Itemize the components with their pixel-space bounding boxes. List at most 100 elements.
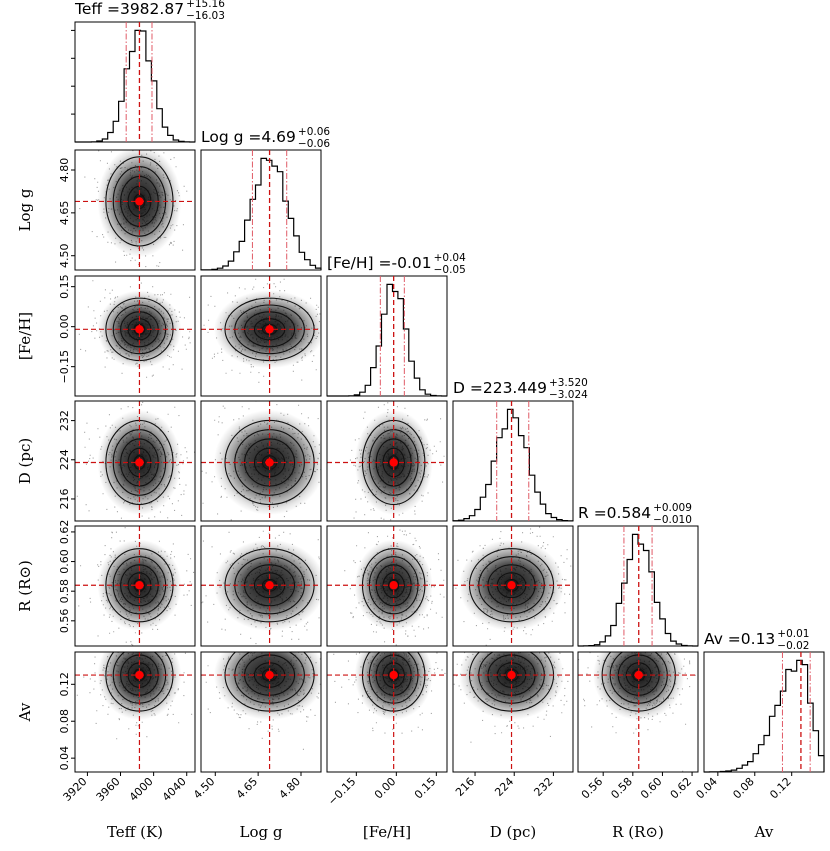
x-tick-label: −0.15 [325, 775, 358, 808]
x-tick-label: 0.60 [638, 775, 665, 802]
x-tick-label: 0.15 [412, 775, 439, 802]
panel-frame [577, 525, 699, 647]
y-tick-label: 224 [58, 449, 71, 470]
x-tick-label: 0.04 [693, 775, 720, 802]
x-axis-label-av: Av [754, 823, 774, 841]
panel-frame [74, 651, 196, 773]
panel-frame [326, 651, 448, 773]
x-axis-logg: 4.50 4.65 4.80 Log g [191, 772, 303, 841]
x-axis-feh: −0.15 0.00 0.15 [Fe/H] [325, 772, 438, 841]
title-minus-r: −0.010 [653, 514, 692, 526]
y-axis-av: 0.04 0.08 0.12 Av [16, 672, 75, 770]
median-marker [265, 581, 274, 590]
panel-frame [74, 400, 196, 522]
panel-frame [200, 149, 322, 271]
x-tick-label: 232 [531, 775, 555, 799]
median-marker [634, 670, 643, 680]
title-logg: Log g =4.69 [201, 128, 296, 146]
x-tick-label: 0.00 [372, 775, 399, 802]
top-histogram-ticks [71, 29, 75, 115]
x-tick-label: 0.12 [767, 775, 794, 802]
scatter-panel-d-vs-logg [200, 400, 322, 522]
histogram-panel-feh: [Fe/H] =-0.01 +0.04−0.05 [326, 252, 466, 397]
x-axis-av: 0.04 0.08 0.12 Av [693, 772, 794, 841]
title-plus-d: +3.520 [549, 377, 588, 389]
scatter-panel-r-vs-d [452, 525, 574, 647]
y-tick-label: 0.04 [58, 746, 71, 771]
y-tick-label: 0.60 [58, 549, 71, 574]
title-plus-feh: +0.04 [434, 252, 466, 264]
x-axis-r: 0.56 0.58 0.60 0.62 R (R⊙) [579, 772, 694, 841]
y-axis-logg: 4.50 4.65 4.80 Log g [16, 158, 75, 268]
title-r: R =0.584 [578, 504, 651, 522]
y-tick-label: 0.62 [58, 520, 71, 545]
x-axis-label-feh: [Fe/H] [363, 823, 411, 841]
title-av: Av =0.13 [704, 630, 775, 648]
y-tick-label: 216 [58, 488, 71, 509]
scatter-panel-feh-vs-logg [200, 275, 322, 397]
y-tick-label: 0.15 [58, 274, 71, 299]
x-tick-label: 216 [453, 775, 477, 799]
scatter-panel-r-vs-feh [326, 525, 448, 647]
panel-frame [326, 525, 448, 647]
histogram-teff [75, 29, 195, 143]
title-feh: [Fe/H] =-0.01 [327, 254, 432, 272]
y-axis-label-r: R (R⊙) [16, 560, 34, 612]
median-marker [135, 197, 144, 206]
x-tick-label: 0.56 [579, 775, 606, 802]
scatter-panel-av-vs-logg [200, 651, 322, 773]
title-minus-logg: −0.06 [298, 138, 330, 150]
panel-frame [452, 651, 574, 773]
title-d: D =223.449 [453, 379, 547, 397]
scatter-panel-av-vs-d [452, 651, 574, 773]
x-tick-label: 4.50 [191, 775, 218, 802]
scatter-panel-r-vs-logg [200, 525, 322, 647]
histogram-d [452, 408, 574, 522]
y-tick-label: 4.50 [58, 243, 71, 268]
x-tick-label: 4040 [160, 775, 189, 804]
title-minus-d: −3.024 [549, 389, 588, 401]
x-tick-label: 3920 [61, 775, 90, 804]
y-tick-label: 232 [58, 410, 71, 431]
panel-frame [200, 651, 322, 773]
y-tick-label: 0.08 [58, 709, 71, 734]
median-marker [389, 581, 398, 590]
x-tick-label: 3960 [94, 775, 123, 804]
y-axis-r: 0.56 0.58 0.60 0.62 R (R⊙) [16, 520, 75, 633]
panel-frame [452, 525, 574, 647]
panel-frame [577, 651, 699, 773]
scatter-panel-av-vs-teff [74, 651, 196, 773]
median-marker [135, 581, 144, 590]
x-tick-label: 0.08 [730, 775, 757, 802]
panel-frame [200, 525, 322, 647]
histogram-av [704, 659, 825, 773]
panel-frame [703, 651, 825, 773]
x-axis-teff: 3920 3960 4000 4040 Teff (K) [61, 772, 189, 841]
y-tick-label: 0.00 [58, 314, 71, 339]
title-plus-r: +0.009 [653, 502, 692, 514]
x-tick-label: 0.62 [668, 775, 695, 802]
x-tick-label: 0.58 [608, 775, 635, 802]
median-marker [135, 670, 144, 680]
x-axis-label-logg: Log g [240, 823, 283, 841]
panel-frame [200, 400, 322, 522]
panel-frame [74, 275, 196, 397]
median-marker [135, 325, 144, 334]
scatter-panel-d-vs-feh [326, 400, 448, 522]
title-plus-teff: +15.16 [186, 0, 225, 10]
panel-frame [326, 400, 448, 522]
histogram-panel-r: R =0.584 +0.009−0.010 [577, 502, 699, 647]
title-minus-av: −0.02 [777, 640, 809, 652]
panel-frame [452, 400, 574, 522]
y-axis-label-av: Av [16, 702, 34, 722]
y-axis-label-logg: Log g [16, 188, 34, 231]
median-marker [135, 458, 144, 467]
histogram-feh [327, 283, 447, 397]
histogram-panel-av: Av =0.13 +0.01−0.02 [703, 628, 825, 773]
y-tick-label: 0.12 [58, 672, 71, 697]
x-tick-label: 4.80 [277, 775, 304, 802]
panel-frame [326, 275, 448, 397]
y-tick-label: 0.58 [58, 579, 71, 604]
y-tick-label: −0.15 [58, 350, 71, 384]
